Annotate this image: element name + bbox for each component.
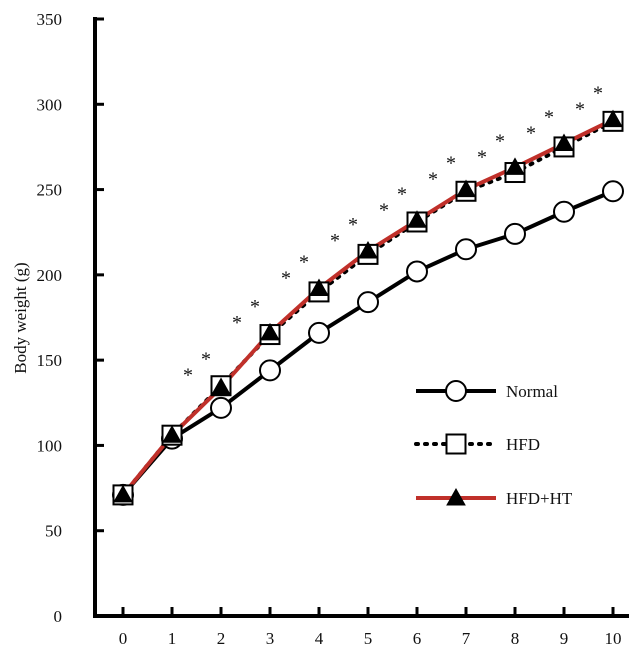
data-point [455, 238, 477, 261]
significance-mark: * [250, 296, 260, 318]
significance-mark: * [348, 214, 358, 236]
legend-label: HFD [506, 435, 540, 454]
significance-mark: * [201, 349, 211, 371]
y-axis-title: Body weight (g) [11, 262, 30, 373]
y-tick-label: 100 [37, 436, 63, 455]
significance-mark: * [544, 107, 554, 129]
y-tick-label: 300 [37, 95, 63, 114]
data-point [113, 484, 133, 503]
markers-normal [112, 180, 624, 506]
significance-mark: * [379, 199, 389, 221]
data-point [357, 291, 379, 314]
markers-hfd-ht [113, 109, 623, 503]
data-point [211, 377, 231, 395]
significance-mark: * [232, 312, 242, 334]
y-tick-label: 350 [37, 10, 63, 29]
significance-mark: * [330, 230, 340, 252]
x-tick-label: 9 [560, 629, 569, 648]
significance-mark: * [495, 130, 505, 152]
significance-mark: * [281, 268, 291, 290]
significance-mark: * [446, 153, 456, 175]
y-tick-label: 0 [54, 607, 63, 626]
x-tick-label: 5 [364, 629, 373, 648]
x-tick-label: 2 [217, 629, 226, 648]
y-tick-label: 200 [37, 266, 63, 285]
significance-mark: * [299, 252, 309, 274]
x-tick-label: 8 [511, 629, 520, 648]
data-point [602, 180, 624, 203]
legend-item-hfd-ht: HFD+HT [416, 487, 573, 508]
x-tick-label: 0 [119, 629, 128, 648]
data-point [259, 359, 281, 382]
data-point [309, 278, 329, 297]
x-tick-label: 6 [413, 629, 422, 648]
data-point [358, 240, 378, 259]
significance-mark: * [428, 169, 438, 191]
x-tick-label: 10 [605, 629, 622, 648]
y-tick-label: 150 [37, 351, 63, 370]
x-tick-label: 7 [462, 629, 471, 648]
data-point [456, 179, 476, 198]
data-point [554, 133, 574, 152]
data-point [504, 222, 526, 245]
significance-mark: * [526, 123, 536, 145]
legend: Normal HFD HFD+HT [414, 380, 573, 508]
significance-mark: * [477, 146, 487, 168]
legend-label: HFD+HT [506, 489, 573, 508]
series-layer [112, 109, 624, 506]
significance-mark: * [183, 365, 193, 387]
data-point [553, 200, 575, 223]
y-tick-label: 50 [45, 522, 62, 541]
data-point [505, 157, 525, 175]
data-point [260, 322, 280, 341]
significance-annotations: * * * * * * * * * * * * * * * * * * [183, 83, 603, 387]
significance-mark: * [575, 99, 585, 121]
x-tick-label: 1 [168, 629, 177, 648]
x-tick-label: 3 [266, 629, 275, 648]
significance-mark: * [593, 83, 603, 105]
x-tick-label: 4 [315, 629, 324, 648]
data-point [603, 109, 623, 128]
legend-marker [446, 487, 466, 506]
legend-item-normal: Normal [416, 380, 558, 402]
legend-marker [445, 433, 467, 455]
significance-mark: * [397, 183, 407, 205]
data-point [407, 210, 427, 228]
data-point [162, 425, 182, 443]
legend-label: Normal [506, 382, 558, 401]
legend-item-hfd: HFD [414, 433, 540, 455]
legend-marker [445, 380, 467, 402]
data-point [308, 321, 330, 344]
data-point [210, 396, 232, 419]
y-tick-label: 250 [37, 181, 63, 200]
data-point [406, 260, 428, 283]
axes: 0 50 100 150 200 250 300 350 0 1 2 3 4 5 6 7 8 9 10 Body we… [11, 10, 629, 648]
